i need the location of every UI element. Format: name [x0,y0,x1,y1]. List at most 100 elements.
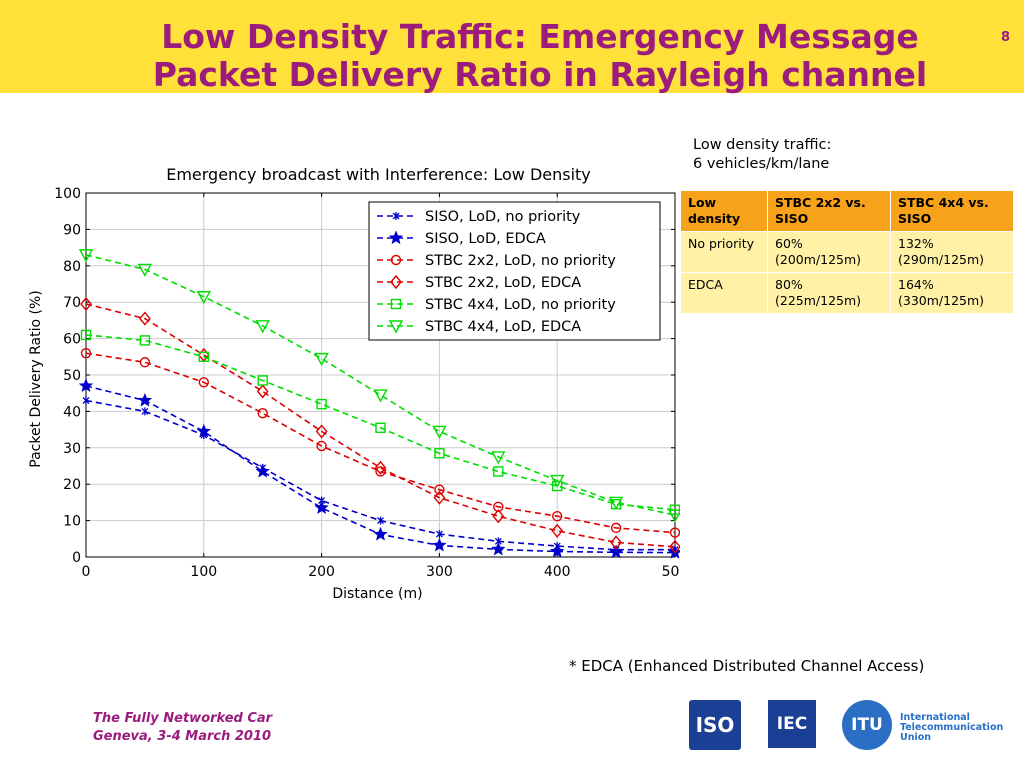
marker-square [257,375,268,386]
footer-line1: The Fully Networked Car [93,711,273,726]
marker-circle [80,347,92,359]
marker-diamond [315,424,328,439]
marker-x [392,212,400,220]
y-tick-label: 100 [54,186,81,202]
x-axis-label: Distance (m) [332,586,422,602]
footer-line2: Geneva, 3-4 March 2010 [93,729,272,744]
marker-square [375,422,386,433]
marker-star [137,392,153,407]
marker-star [196,423,212,438]
table-cell: 60% (200m/125m) [767,231,891,273]
marker-triangle [373,389,388,403]
marker-star [432,537,447,552]
slide-title: Low Density Traffic: Emergency Message P… [100,18,980,94]
x-tick-label: 100 [190,564,217,580]
marker-diamond [80,296,92,312]
legend-label: SISO, LoD, EDCA [425,231,546,247]
marker-circle [610,522,622,534]
y-tick-label: 20 [63,477,81,493]
slide-title-line1: Low Density Traffic: Emergency Message [161,17,919,56]
table-header-cell: STBC 2x2 vs. SISO [767,190,891,232]
marker-triangle [388,320,404,334]
traffic-note-line2: 6 vehicles/km/lane [693,156,830,172]
slide-number: 8 [1000,30,1010,45]
x-tick-label: 300 [426,564,453,580]
x-tick-label: 400 [544,564,571,580]
y-tick-label: 70 [63,295,81,311]
legend-label: STBC 2x2, LoD, no priority [425,253,616,269]
legend-label: STBC 2x2, LoD, EDCA [425,275,581,291]
table-cell: No priority [680,231,768,273]
marker-circle [434,484,445,495]
itu-logo-text-line: International [900,712,970,723]
legend-label: STBC 4x4, LoD, EDCA [425,319,581,335]
marker-square [316,398,327,410]
traffic-note-line1: Low density traffic: [693,137,832,153]
marker-triangle [491,451,506,465]
marker-diamond [433,490,446,505]
marker-diamond [138,311,151,326]
marker-triangle [196,291,211,305]
table-cell: 132% (290m/125m) [890,231,1014,273]
marker-x [82,396,90,405]
y-tick-label: 90 [63,222,81,238]
marker-square [434,448,445,459]
marker-triangle [137,263,153,277]
marker-diamond [551,523,564,538]
marker-triangle [667,509,680,523]
x-tick-label: 500 [662,564,680,580]
itu-logo-text-line: Union [900,732,932,743]
marker-circle [198,377,210,388]
marker-circle [139,357,151,368]
marker-square [493,466,504,477]
series-line [85,352,676,534]
marker-square [80,329,92,341]
y-tick-label: 50 [63,368,81,384]
marker-star [373,526,388,541]
marker-triangle [255,320,270,334]
marker-x [435,530,443,539]
itu-logo: ITU [842,700,892,750]
y-tick-label: 80 [63,259,81,275]
pdr-line-chart: 0 100 200 300 400 500 0 10 20 30 40 50 60 70 80 90 100 Em… [28,165,680,602]
marker-circle [669,527,680,538]
marker-star [78,378,94,393]
marker-triangle [608,496,624,510]
y-tick-label: 30 [63,441,81,457]
marker-square [139,335,151,346]
marker-triangle [432,425,447,439]
marker-diamond [669,539,680,554]
x-tick-label: 200 [308,564,335,580]
table-row: EDCA 80% (225m/125m) 164% (330m/125m) [680,272,1014,314]
x-tick-label: 0 [82,564,91,580]
marker-star [490,541,506,556]
edca-footnote: * EDCA (Enhanced Distributed Channel Acc… [569,657,925,675]
table-header-cell: Low density [680,190,768,232]
table-cell: EDCA [680,272,768,314]
marker-diamond [256,384,269,399]
marker-circle [390,254,402,266]
table-header-cell: STBC 4x4 vs. SISO [890,190,1014,232]
marker-square [552,480,563,492]
y-axis-label: Packet Delivery Ratio (%) [28,290,44,467]
y-tick-label: 60 [63,332,81,348]
table-header-row: Low density STBC 2x2 vs. SISO STBC 4x4 v… [680,190,1014,232]
traffic-note: Low density traffic: 6 vehicles/km/lane [693,136,831,174]
iec-logo: IEC [768,700,816,748]
marker-star [388,230,404,245]
marker-star [255,463,271,478]
marker-triangle [78,249,94,263]
marker-x [377,516,384,525]
marker-circle [316,440,327,452]
y-tick-label: 40 [63,404,81,420]
marker-diamond [492,509,505,524]
marker-diamond [374,460,387,475]
marker-diamond [390,274,402,290]
legend-label: SISO, LoD, no priority [425,209,581,225]
itu-logo-text-line: Telecommunication [900,722,1004,733]
marker-circle [257,408,268,419]
marker-star [608,544,624,559]
legend-label: STBC 4x4, LoD, no priority [425,297,616,313]
comparison-table: Low density STBC 2x2 vs. SISO STBC 4x4 v… [680,190,1014,314]
marker-x [141,407,149,416]
